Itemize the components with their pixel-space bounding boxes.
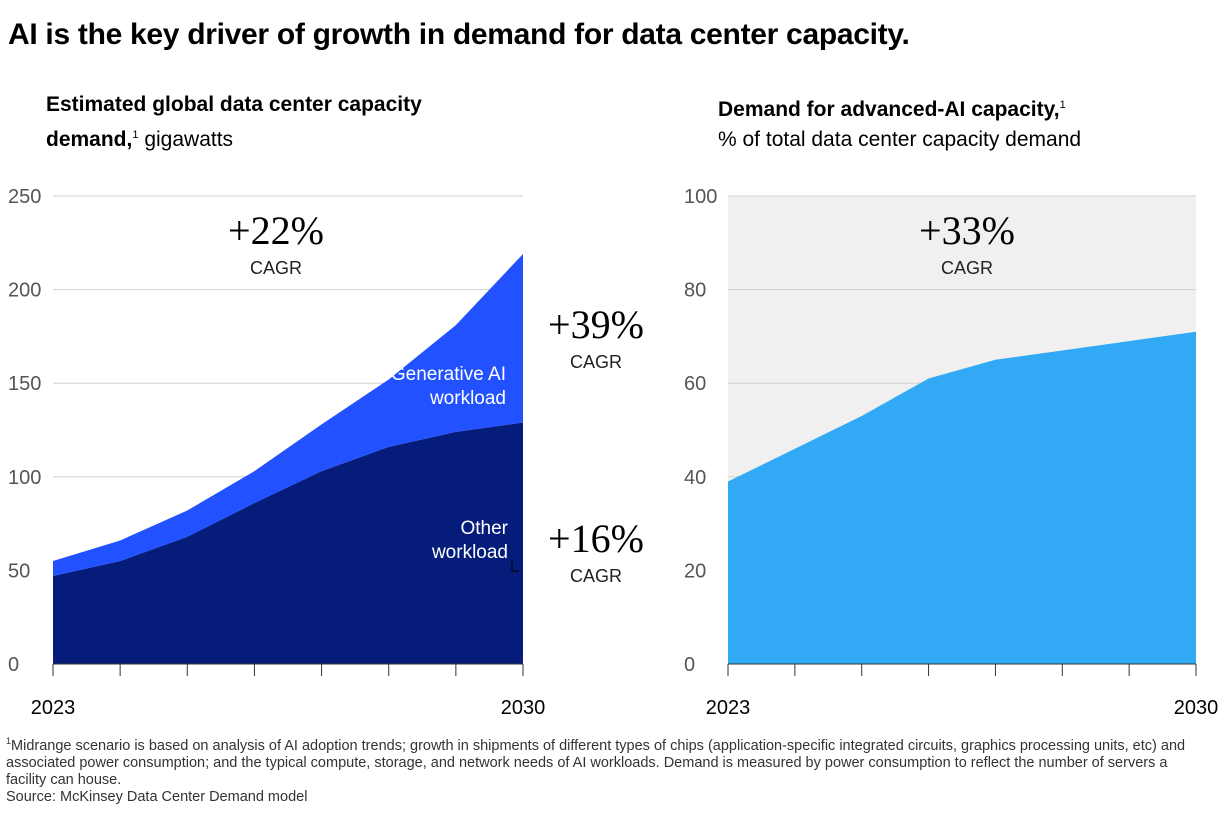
chart-title: Estimated global data center capacity de…: [46, 90, 516, 155]
footnote-text: Midrange scenario is based on analysis o…: [6, 737, 1186, 788]
series-label: Generative AI workload: [390, 364, 506, 409]
series-label: Other workload: [431, 518, 508, 563]
chart-subtitle: % of total data center capacity demand: [718, 128, 1082, 151]
chart-title-main: Estimated global data center capacity de…: [46, 93, 422, 151]
annotation-label: CAGR: [570, 566, 622, 586]
page-title: AI is the key driver of growth in demand…: [8, 18, 910, 51]
area: [53, 422, 523, 664]
chart-subtitle: gigawatts: [144, 128, 234, 151]
footnote: 1Midrange scenario is based on analysis …: [6, 733, 1206, 806]
y-tick-label: 40: [684, 467, 706, 489]
y-tick-label: 250: [8, 186, 41, 208]
x-tick-label: 2023: [31, 697, 76, 719]
y-tick-label: 100: [8, 467, 41, 489]
source: Source: McKinsey Data Center Demand mode…: [6, 788, 308, 805]
annotation-label: CAGR: [941, 258, 993, 278]
annotation-label: CAGR: [250, 258, 302, 278]
x-tick-label: 2030: [1174, 697, 1219, 719]
chart-title-main: Demand for advanced-AI capacity,: [718, 98, 1060, 121]
annotation-value: +22%: [228, 208, 324, 253]
footnote-mark: 1: [1059, 99, 1066, 111]
annotation-value: +33%: [919, 208, 1015, 253]
x-tick-label: 2030: [501, 697, 546, 719]
area: [53, 254, 523, 577]
y-tick-label: 150: [8, 373, 41, 395]
y-tick-label: 0: [684, 654, 695, 676]
y-tick-label: 50: [8, 560, 30, 582]
y-tick-label: 60: [684, 373, 706, 395]
y-tick-label: 200: [8, 280, 41, 302]
label-bracket: [511, 560, 519, 572]
y-tick-label: 100: [684, 186, 717, 208]
chart-title: Demand for advanced-AI capacity,1 % of to…: [718, 90, 1198, 155]
annotation-label: CAGR: [570, 352, 622, 372]
footnote-mark: 1: [132, 129, 139, 141]
footnote-mark: 1: [6, 736, 12, 746]
y-tick-label: 0: [8, 654, 19, 676]
x-tick-label: 2023: [706, 697, 751, 719]
annotation-value: +39%: [548, 302, 644, 347]
series-name: Generative AI workload: [390, 364, 506, 409]
y-tick-label: 80: [684, 280, 706, 302]
y-tick-label: 20: [684, 560, 706, 582]
annotation-value: +16%: [548, 516, 644, 561]
series-name: Other workload: [431, 518, 508, 563]
area: [728, 331, 1196, 664]
